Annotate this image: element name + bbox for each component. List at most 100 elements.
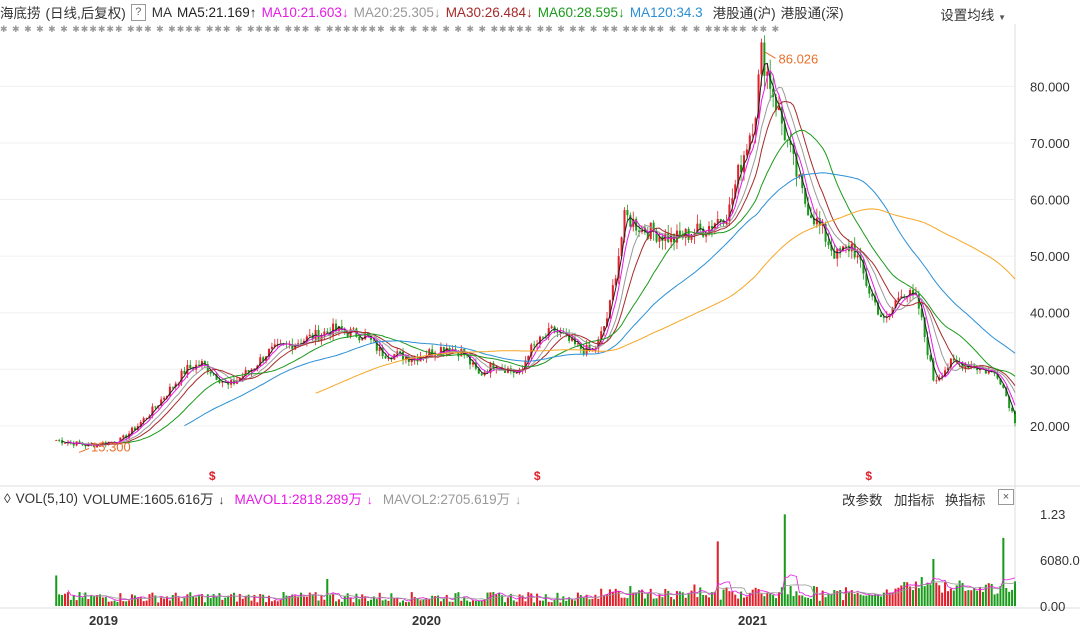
expand-icon[interactable]: ◊ [4, 490, 11, 506]
volume-bar [151, 592, 154, 606]
volume-bar [903, 581, 906, 606]
ma10-line [67, 69, 1016, 446]
candle-body [780, 107, 783, 124]
x-label-2020: 2020 [412, 613, 441, 628]
volume-bar [98, 594, 101, 606]
volume-bar [926, 582, 929, 606]
volume-bar [165, 596, 169, 606]
volume-bar [748, 592, 751, 606]
volume-bar [879, 596, 882, 606]
candle-body [1005, 387, 1008, 397]
indicator-name[interactable]: MA [151, 4, 172, 20]
volume-bar [142, 601, 145, 606]
candle-body [506, 368, 509, 373]
volume-bar [617, 591, 620, 606]
volume-bar [442, 598, 445, 606]
y-tick-label: 80.000 [1030, 79, 1070, 94]
volume-bar [874, 594, 877, 606]
candle-body [678, 230, 681, 236]
candle-body [909, 290, 912, 297]
close-icon[interactable]: × [998, 489, 1014, 505]
link-hk-sz[interactable]: 港股通(深) [780, 6, 844, 21]
volume-bar [483, 599, 486, 606]
volume-bar [163, 598, 166, 606]
candle-body [748, 135, 751, 150]
add-indicator-button[interactable]: 加指标 [894, 493, 935, 508]
candle-body [1011, 407, 1014, 412]
volume-bar [544, 594, 547, 606]
candle-body [600, 331, 603, 340]
volume-bar [504, 602, 507, 606]
volume-bar [439, 601, 442, 606]
volume-bar [87, 598, 90, 606]
candle-body [337, 326, 340, 331]
volume-bar [705, 595, 708, 606]
volume-bar [66, 592, 69, 606]
volume-bar [256, 602, 259, 606]
volume-bar [265, 602, 268, 606]
candle-body [122, 435, 125, 438]
candle-body [203, 361, 206, 365]
candle-body [253, 368, 256, 370]
candle-body [297, 343, 300, 345]
candle-body [952, 358, 955, 361]
candle-body [323, 331, 326, 336]
candle-body [932, 360, 935, 381]
volume-bar [276, 601, 279, 606]
candle-body [792, 144, 795, 154]
volume-bar [372, 596, 375, 606]
volume-bar [938, 585, 941, 606]
help-button[interactable]: ? [130, 3, 146, 21]
x-label-2021: 2021 [738, 613, 767, 628]
candle-body [512, 371, 515, 374]
volume-bar [145, 600, 148, 606]
volume-bar [696, 597, 699, 606]
volume-bar [728, 591, 731, 606]
volume-bar [495, 594, 498, 606]
volume-bar [658, 594, 661, 606]
edit-params-button[interactable]: 改参数 [842, 493, 883, 508]
volume-bar [687, 593, 690, 606]
ma-settings-button[interactable]: 设置均线 ▼ [940, 4, 1006, 24]
candle-body [588, 344, 591, 351]
volume-bar [606, 594, 609, 606]
candle-body [504, 368, 507, 373]
volume-bar [317, 600, 320, 606]
candle-body [1008, 396, 1011, 408]
candle-body [189, 364, 192, 369]
volume-bar [559, 602, 562, 606]
volume-bar [754, 587, 757, 606]
candle-body [142, 418, 145, 423]
candle-body [206, 364, 209, 372]
candle-body [454, 349, 457, 351]
candle-body [451, 349, 454, 353]
volume-bar [224, 597, 227, 606]
volume-bar [375, 599, 378, 606]
ma120-line [184, 172, 1016, 427]
volume-bar [393, 597, 396, 606]
volume-bar [914, 581, 917, 606]
volume-bar [471, 600, 474, 606]
volume-bar [131, 594, 134, 606]
volume-bar [436, 595, 440, 606]
candle-body [923, 317, 926, 338]
volume-bar [157, 602, 160, 606]
candle-body [667, 233, 670, 243]
candle-body [643, 227, 646, 233]
volume-bar [783, 514, 786, 606]
switch-indicator-button[interactable]: 换指标 [945, 493, 986, 508]
link-hk-sh[interactable]: 港股通(沪) [712, 6, 776, 21]
volume-bar [524, 601, 527, 606]
candle-body [638, 230, 641, 232]
candle-body [655, 231, 658, 242]
volume-bar [381, 600, 384, 606]
volume-bar [713, 591, 716, 606]
candle-body [629, 215, 632, 227]
volume-bar [588, 599, 591, 606]
ma60-line [123, 129, 1016, 444]
candle-body [171, 386, 174, 388]
candle-body [646, 232, 649, 239]
volume-bar [996, 593, 999, 606]
volume-bar [200, 594, 203, 606]
